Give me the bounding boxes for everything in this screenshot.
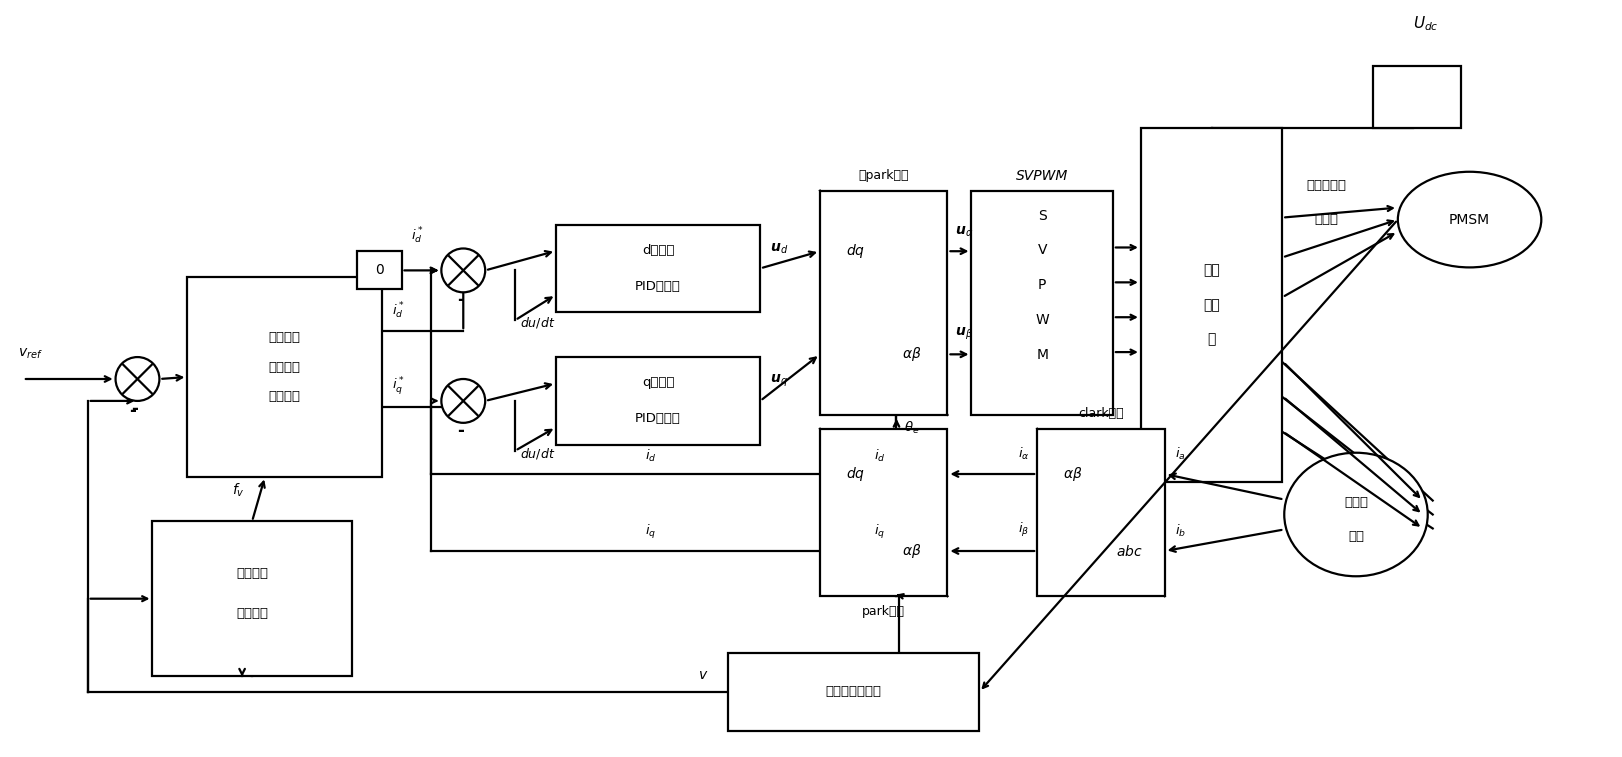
Text: park变换: park变换 (863, 605, 905, 618)
Text: 非线性扰: 非线性扰 (237, 567, 268, 581)
Bar (821, 428, 947, 597)
Bar (152, 522, 352, 676)
Text: $f_v$: $f_v$ (232, 481, 245, 499)
Text: $v_{ref}$: $v_{ref}$ (18, 347, 42, 361)
Circle shape (115, 357, 159, 401)
Bar (972, 191, 1113, 415)
Bar (556, 357, 761, 445)
Text: 位置和速度: 位置和速度 (1306, 179, 1346, 192)
Text: $U_{dc}$: $U_{dc}$ (1413, 14, 1439, 33)
Text: 度控制器: 度控制器 (268, 391, 300, 403)
Bar (821, 191, 947, 415)
Text: 传感器: 传感器 (1314, 213, 1338, 226)
Text: S: S (1038, 209, 1046, 223)
Text: $i_a$: $i_a$ (1174, 446, 1186, 462)
Text: 0: 0 (375, 263, 383, 277)
Bar (1372, 66, 1460, 128)
Text: -: - (457, 291, 464, 310)
Text: $abc$: $abc$ (1116, 544, 1142, 559)
Text: 逆变: 逆变 (1204, 298, 1220, 312)
Text: $\alpha\beta$: $\alpha\beta$ (1062, 465, 1082, 483)
Ellipse shape (1398, 172, 1541, 267)
Text: 器: 器 (1207, 332, 1216, 347)
Text: -: - (457, 422, 464, 440)
Text: 电流传: 电流传 (1345, 496, 1367, 509)
Text: $i_q$: $i_q$ (646, 523, 657, 541)
Circle shape (441, 379, 485, 423)
Text: $i_d$: $i_d$ (646, 448, 657, 464)
Text: d轴模糊: d轴模糊 (642, 244, 675, 257)
Text: 模糊自适: 模糊自适 (268, 331, 300, 344)
Text: $i_d$: $i_d$ (874, 448, 886, 464)
Text: $i_\beta$: $i_\beta$ (1019, 521, 1030, 539)
Text: 反park变换: 反park变换 (858, 170, 908, 182)
Text: $\alpha\beta$: $\alpha\beta$ (902, 542, 921, 560)
Text: $du/dt$: $du/dt$ (521, 315, 555, 330)
Text: $i_d^*$: $i_d^*$ (391, 301, 404, 321)
Text: $dq$: $dq$ (847, 465, 865, 483)
Text: V: V (1038, 244, 1046, 257)
Text: $\alpha\beta$: $\alpha\beta$ (902, 345, 921, 363)
Text: $\boldsymbol{u}_\beta$: $\boldsymbol{u}_\beta$ (955, 326, 973, 342)
Text: 应滑模速: 应滑模速 (268, 360, 300, 373)
Bar (556, 225, 761, 312)
Text: -: - (130, 402, 136, 420)
Text: -: - (131, 400, 138, 418)
Text: $i_d^*$: $i_d^*$ (412, 226, 425, 247)
Text: $\boldsymbol{u}_\alpha$: $\boldsymbol{u}_\alpha$ (955, 225, 973, 239)
Text: 动观测器: 动观测器 (237, 607, 268, 620)
Bar (357, 251, 402, 289)
Text: SVPWM: SVPWM (1015, 169, 1069, 182)
Text: $i_\alpha$: $i_\alpha$ (1017, 446, 1030, 462)
Ellipse shape (1285, 453, 1427, 576)
Text: P: P (1038, 279, 1046, 292)
Text: $dq$: $dq$ (847, 242, 865, 260)
Text: W: W (1035, 313, 1049, 327)
Text: $i_q^*$: $i_q^*$ (391, 375, 404, 397)
Text: clark变换: clark变换 (1079, 407, 1124, 420)
Text: $v$: $v$ (697, 668, 709, 682)
Text: PID控制器: PID控制器 (636, 413, 681, 425)
Bar (1036, 428, 1165, 597)
Text: $\boldsymbol{u}_d$: $\boldsymbol{u}_d$ (770, 242, 788, 257)
Text: PMSM: PMSM (1448, 213, 1491, 226)
Text: $i_q$: $i_q$ (874, 523, 886, 541)
Bar (728, 653, 980, 731)
Bar (1140, 128, 1283, 481)
Circle shape (441, 248, 485, 292)
Text: $\boldsymbol{u}_q$: $\boldsymbol{u}_q$ (770, 372, 788, 389)
Text: 三相: 三相 (1204, 263, 1220, 277)
Text: 感器: 感器 (1348, 530, 1364, 543)
Text: q轴模糊: q轴模糊 (642, 376, 675, 390)
Text: $du/dt$: $du/dt$ (521, 446, 555, 461)
Text: $\theta_e$: $\theta_e$ (905, 420, 920, 436)
Text: PID控制器: PID控制器 (636, 280, 681, 293)
Bar (187, 277, 381, 477)
Text: $i_b$: $i_b$ (1174, 523, 1186, 539)
Text: 转速与位置计算: 转速与位置计算 (826, 685, 882, 699)
Text: M: M (1036, 348, 1048, 362)
